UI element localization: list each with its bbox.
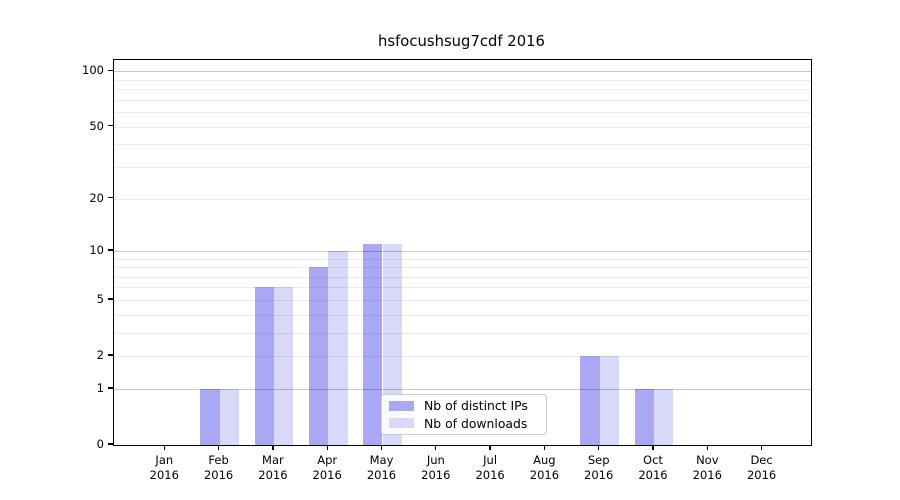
- minor-gridline: [114, 314, 811, 316]
- x-tick-jan: [163, 445, 165, 451]
- x-tick-may: [380, 445, 383, 451]
- legend-entry-distinct-ips: Nb of distinct IPs: [389, 398, 539, 413]
- x-tick-label-feb: Feb 2016: [203, 453, 234, 482]
- x-tick-dec: [760, 445, 763, 451]
- chart-title: hsfocushsug7cdf 2016: [378, 33, 545, 50]
- x-tick-jun: [435, 445, 437, 451]
- x-tick-feb: [217, 445, 220, 451]
- minor-gridline: [114, 299, 811, 301]
- bar-distinct-ips-may: [363, 243, 383, 445]
- x-tick-label-nov: Nov 2016: [692, 453, 722, 482]
- legend: Nb of distinct IPs Nb of downloads: [381, 394, 547, 435]
- x-tick-mar: [272, 445, 274, 451]
- y-tick-2: [108, 354, 113, 356]
- minor-gridline: [114, 276, 811, 278]
- x-tick-aug: [543, 445, 546, 451]
- x-tick-jul: [489, 445, 491, 451]
- y-tick-label-2: 2: [96, 348, 104, 363]
- bar-distinct-ips-feb: [200, 388, 220, 445]
- x-tick-label-apr: Apr 2016: [312, 453, 342, 482]
- minor-gridline: [114, 258, 811, 260]
- x-tick-label-aug: Aug 2016: [529, 453, 560, 482]
- y-tick-5: [108, 298, 113, 300]
- minor-gridline: [114, 126, 811, 128]
- y-tick-label-50: 50: [89, 118, 104, 133]
- x-tick-label-jan: Jan 2016: [149, 453, 179, 482]
- minor-gridline: [114, 356, 811, 358]
- x-tick-label-may: May 2016: [366, 453, 397, 482]
- x-tick-label-sep: Sep 2016: [584, 453, 614, 482]
- y-tick-20: [108, 196, 113, 199]
- y-tick-100: [108, 69, 113, 72]
- x-tick-label-oct: Oct 2016: [638, 453, 668, 482]
- bar-distinct-ips-oct: [634, 388, 654, 445]
- legend-swatch-distinct-ips: [389, 400, 414, 411]
- plot-area: Nb of distinct IPs Nb of downloads: [113, 59, 812, 446]
- minor-gridline: [114, 89, 811, 91]
- y-tick-label-1: 1: [96, 380, 104, 395]
- legend-label-downloads: Nb of downloads: [424, 415, 528, 431]
- bar-distinct-ips-mar: [254, 287, 274, 445]
- y-tick-label-20: 20: [89, 190, 104, 205]
- y-tick-1: [108, 387, 113, 389]
- minor-gridline: [114, 79, 811, 81]
- bar-downloads-oct: [654, 388, 674, 445]
- y-tick-label-5: 5: [96, 291, 104, 306]
- minor-gridline: [114, 144, 811, 146]
- y-tick-50: [108, 125, 113, 127]
- x-tick-label-jul: Jul 2016: [475, 453, 505, 482]
- y-tick-label-100: 100: [82, 63, 104, 78]
- major-gridline: [114, 250, 811, 252]
- major-gridline: [114, 388, 811, 390]
- y-tick-label-10: 10: [89, 242, 104, 257]
- x-tick-apr: [326, 445, 328, 451]
- bar-downloads-apr: [328, 250, 348, 445]
- legend-entry-downloads: Nb of downloads: [389, 416, 539, 431]
- x-tick-nov: [706, 445, 708, 451]
- major-gridline: [114, 71, 811, 73]
- minor-gridline: [114, 267, 811, 269]
- bar-downloads-mar: [273, 287, 294, 445]
- y-tick-10: [108, 249, 113, 251]
- bar-distinct-ips-apr: [308, 267, 329, 445]
- minor-gridline: [114, 332, 811, 334]
- minor-gridline: [114, 99, 811, 101]
- x-tick-label-jun: Jun 2016: [421, 453, 451, 482]
- legend-label-distinct-ips: Nb of distinct IPs: [424, 398, 528, 414]
- x-tick-label-dec: Dec 2016: [746, 453, 777, 482]
- bar-distinct-ips-sep: [580, 356, 600, 445]
- x-tick-sep: [598, 445, 600, 451]
- minor-gridline: [114, 287, 811, 289]
- y-tick-0: [108, 443, 113, 445]
- bar-downloads-sep: [599, 356, 620, 445]
- x-tick-label-mar: Mar 2016: [258, 453, 288, 482]
- x-tick-oct: [652, 445, 654, 451]
- minor-gridline: [114, 167, 811, 168]
- y-tick-label-0: 0: [96, 437, 104, 451]
- minor-gridline: [114, 198, 811, 200]
- bar-downloads-feb: [219, 388, 239, 445]
- legend-swatch-downloads: [389, 418, 414, 429]
- minor-gridline: [114, 112, 811, 114]
